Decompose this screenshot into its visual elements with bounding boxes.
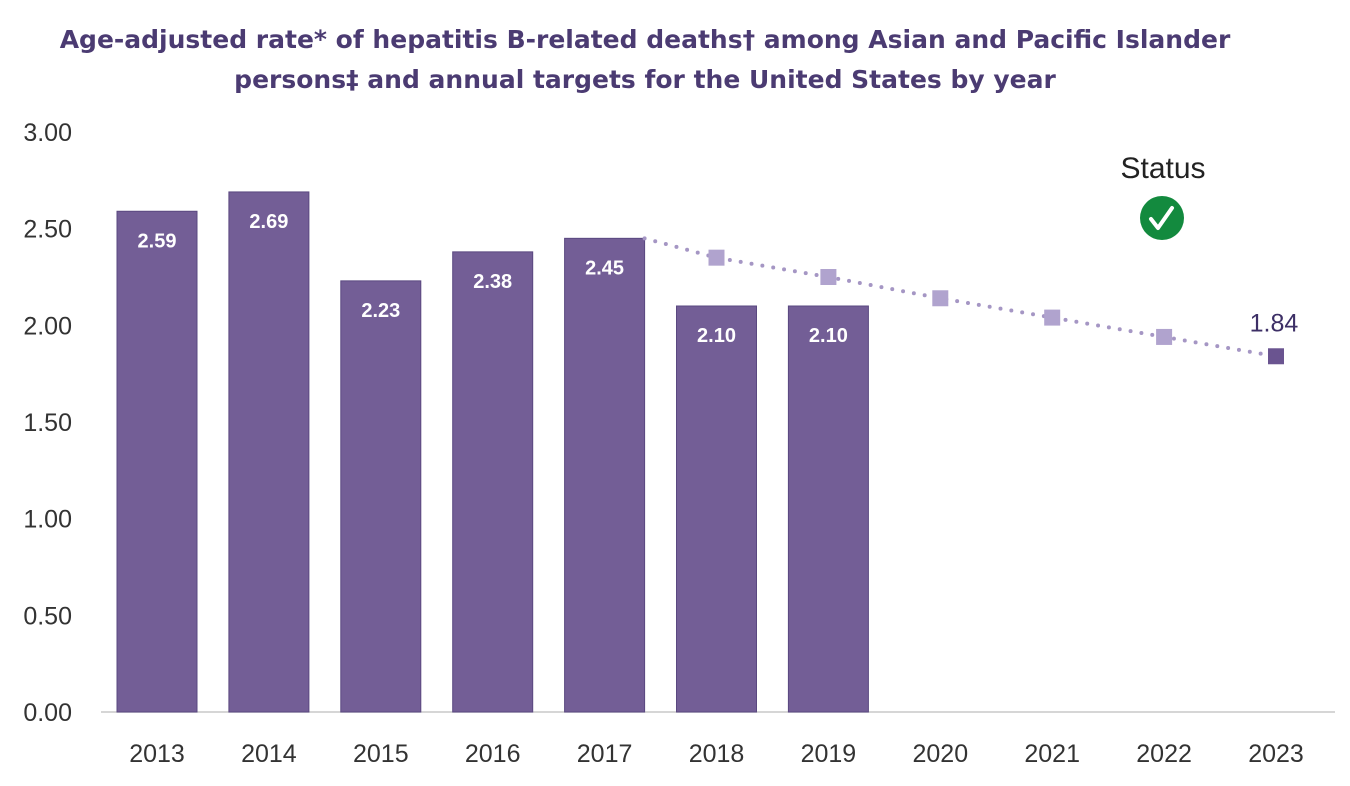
target-marker xyxy=(1044,309,1061,326)
x-tick-label: 2022 xyxy=(1136,740,1192,768)
status-label: Status xyxy=(1120,152,1205,185)
bar xyxy=(564,237,646,713)
x-tick-label: 2020 xyxy=(912,740,968,768)
target-marker xyxy=(820,269,837,285)
target-marker xyxy=(708,249,725,266)
y-tick-label: 2.00 xyxy=(23,312,72,340)
x-tick-label: 2014 xyxy=(241,740,297,768)
check-mark-icon xyxy=(1149,206,1174,230)
check-circle-icon xyxy=(1140,196,1184,240)
x-tick-label: 2023 xyxy=(1248,740,1304,768)
target-label: 1.84 xyxy=(1250,309,1299,337)
bar xyxy=(340,280,422,713)
data-label: 2.45 xyxy=(585,257,624,279)
bar xyxy=(452,251,534,713)
x-tick-label: 2013 xyxy=(129,740,185,768)
bar xyxy=(228,191,310,713)
bar xyxy=(787,305,869,713)
data-label: 2.38 xyxy=(473,271,512,293)
x-tick-label: 2017 xyxy=(577,740,633,768)
y-tick-label: 3.00 xyxy=(23,119,72,147)
target-marker xyxy=(1268,348,1284,365)
data-label: 2.69 xyxy=(249,211,288,233)
y-tick-label: 0.00 xyxy=(23,699,72,727)
x-tick-label: 2021 xyxy=(1024,740,1080,768)
x-tick-label: 2015 xyxy=(353,740,409,768)
y-tick-label: 1.00 xyxy=(23,506,72,534)
y-tick-label: 2.50 xyxy=(23,216,72,244)
chart-title: Age-adjusted rate* of hepatitis B-relate… xyxy=(59,25,1231,94)
y-tick-label: 0.50 xyxy=(23,602,72,630)
data-label: 2.59 xyxy=(138,230,177,252)
bar xyxy=(116,210,198,713)
data-label: 2.10 xyxy=(697,325,736,347)
y-tick-label: 1.50 xyxy=(23,409,72,437)
bar xyxy=(676,305,757,713)
data-label: 2.10 xyxy=(809,325,848,347)
x-tick-label: 2016 xyxy=(465,740,521,768)
target-marker xyxy=(1156,328,1173,345)
x-tick-label: 2018 xyxy=(689,740,745,768)
data-label: 2.23 xyxy=(361,300,400,322)
target-marker xyxy=(932,290,949,307)
x-tick-label: 2019 xyxy=(801,740,857,768)
